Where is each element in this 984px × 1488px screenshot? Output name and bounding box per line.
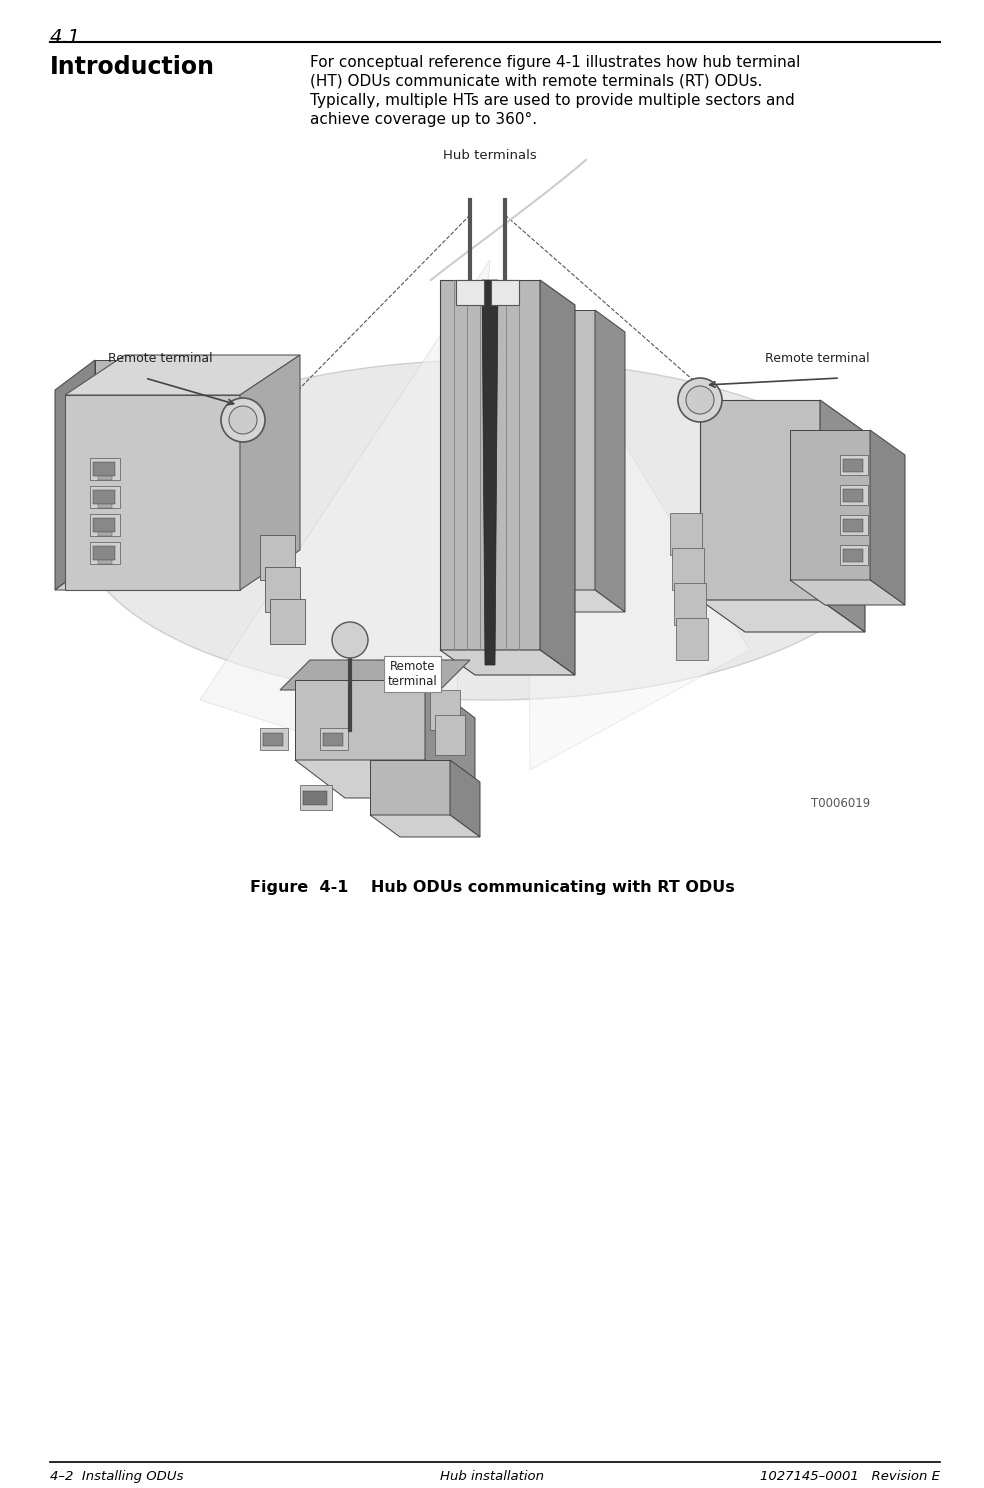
Text: Hub installation: Hub installation bbox=[440, 1470, 544, 1484]
Polygon shape bbox=[55, 559, 215, 591]
Polygon shape bbox=[790, 580, 905, 606]
Bar bbox=[93, 490, 115, 504]
Polygon shape bbox=[450, 760, 480, 836]
Bar bbox=[430, 690, 460, 731]
Circle shape bbox=[332, 622, 368, 658]
Text: Figure  4-1    Hub ODUs communicating with RT ODUs: Figure 4-1 Hub ODUs communicating with R… bbox=[250, 879, 734, 894]
Bar bbox=[263, 734, 283, 745]
Text: 4.1: 4.1 bbox=[50, 28, 81, 48]
Polygon shape bbox=[295, 680, 425, 760]
Bar bbox=[98, 559, 112, 564]
Text: Introduction: Introduction bbox=[50, 55, 215, 79]
Bar bbox=[98, 531, 112, 536]
Bar bbox=[93, 518, 115, 533]
Bar bbox=[265, 567, 300, 612]
Bar bbox=[843, 458, 863, 472]
Polygon shape bbox=[65, 356, 300, 394]
Polygon shape bbox=[820, 400, 865, 632]
Text: T0006019: T0006019 bbox=[811, 798, 870, 809]
Polygon shape bbox=[200, 260, 490, 780]
Bar bbox=[840, 485, 868, 504]
Polygon shape bbox=[540, 280, 575, 676]
Polygon shape bbox=[55, 360, 95, 591]
Text: (HT) ODUs communicate with remote terminals (RT) ODUs.: (HT) ODUs communicate with remote termin… bbox=[310, 74, 763, 89]
Polygon shape bbox=[482, 280, 498, 665]
Bar bbox=[93, 546, 115, 559]
Bar bbox=[843, 490, 863, 501]
Ellipse shape bbox=[80, 360, 900, 699]
Polygon shape bbox=[370, 760, 450, 815]
Polygon shape bbox=[595, 310, 625, 612]
Bar bbox=[491, 280, 519, 305]
Polygon shape bbox=[515, 591, 625, 612]
Bar bbox=[840, 455, 868, 475]
Bar bbox=[672, 548, 704, 591]
Text: achieve coverage up to 360°.: achieve coverage up to 360°. bbox=[310, 112, 537, 126]
Bar bbox=[670, 513, 702, 555]
Bar bbox=[270, 600, 305, 644]
Bar bbox=[98, 475, 112, 481]
Circle shape bbox=[678, 378, 722, 423]
Polygon shape bbox=[295, 760, 475, 798]
Polygon shape bbox=[515, 310, 595, 591]
Bar bbox=[93, 461, 115, 476]
Polygon shape bbox=[870, 430, 905, 606]
Bar bbox=[323, 734, 343, 745]
Bar bbox=[303, 792, 327, 805]
Polygon shape bbox=[240, 356, 300, 591]
Polygon shape bbox=[425, 680, 475, 798]
Circle shape bbox=[686, 385, 714, 414]
Polygon shape bbox=[525, 280, 750, 769]
Text: Remote terminal: Remote terminal bbox=[766, 353, 870, 365]
Circle shape bbox=[221, 397, 265, 442]
Circle shape bbox=[229, 406, 257, 434]
Bar bbox=[674, 583, 706, 625]
Polygon shape bbox=[700, 400, 820, 600]
Bar bbox=[840, 545, 868, 565]
Bar bbox=[320, 728, 348, 750]
Text: Typically, multiple HTs are used to provide multiple sectors and: Typically, multiple HTs are used to prov… bbox=[310, 92, 795, 109]
Polygon shape bbox=[280, 661, 470, 690]
Bar bbox=[90, 542, 120, 564]
Bar bbox=[435, 716, 465, 754]
Text: Remote terminal: Remote terminal bbox=[108, 353, 213, 365]
Bar bbox=[300, 786, 332, 809]
Polygon shape bbox=[370, 815, 480, 836]
Bar bbox=[90, 513, 120, 536]
Bar bbox=[843, 549, 863, 562]
Text: For conceptual reference figure 4-1 illustrates how hub terminal: For conceptual reference figure 4-1 illu… bbox=[310, 55, 800, 70]
Text: 4–2  Installing ODUs: 4–2 Installing ODUs bbox=[50, 1470, 183, 1484]
Polygon shape bbox=[95, 360, 215, 559]
Bar bbox=[843, 519, 863, 533]
Text: Hub terminals: Hub terminals bbox=[443, 149, 537, 162]
Polygon shape bbox=[440, 650, 575, 676]
Bar bbox=[260, 536, 295, 580]
Bar bbox=[90, 487, 120, 507]
Polygon shape bbox=[790, 430, 870, 580]
Text: Remote
terminal: Remote terminal bbox=[388, 661, 438, 687]
Bar bbox=[98, 503, 112, 507]
Text: 1027145–0001   Revision E: 1027145–0001 Revision E bbox=[760, 1470, 940, 1484]
Bar bbox=[456, 280, 484, 305]
Polygon shape bbox=[440, 280, 540, 650]
Polygon shape bbox=[700, 600, 865, 632]
Bar bbox=[90, 458, 120, 481]
Bar bbox=[840, 515, 868, 536]
Bar bbox=[676, 618, 708, 661]
Bar bbox=[260, 728, 288, 750]
Polygon shape bbox=[65, 394, 240, 591]
